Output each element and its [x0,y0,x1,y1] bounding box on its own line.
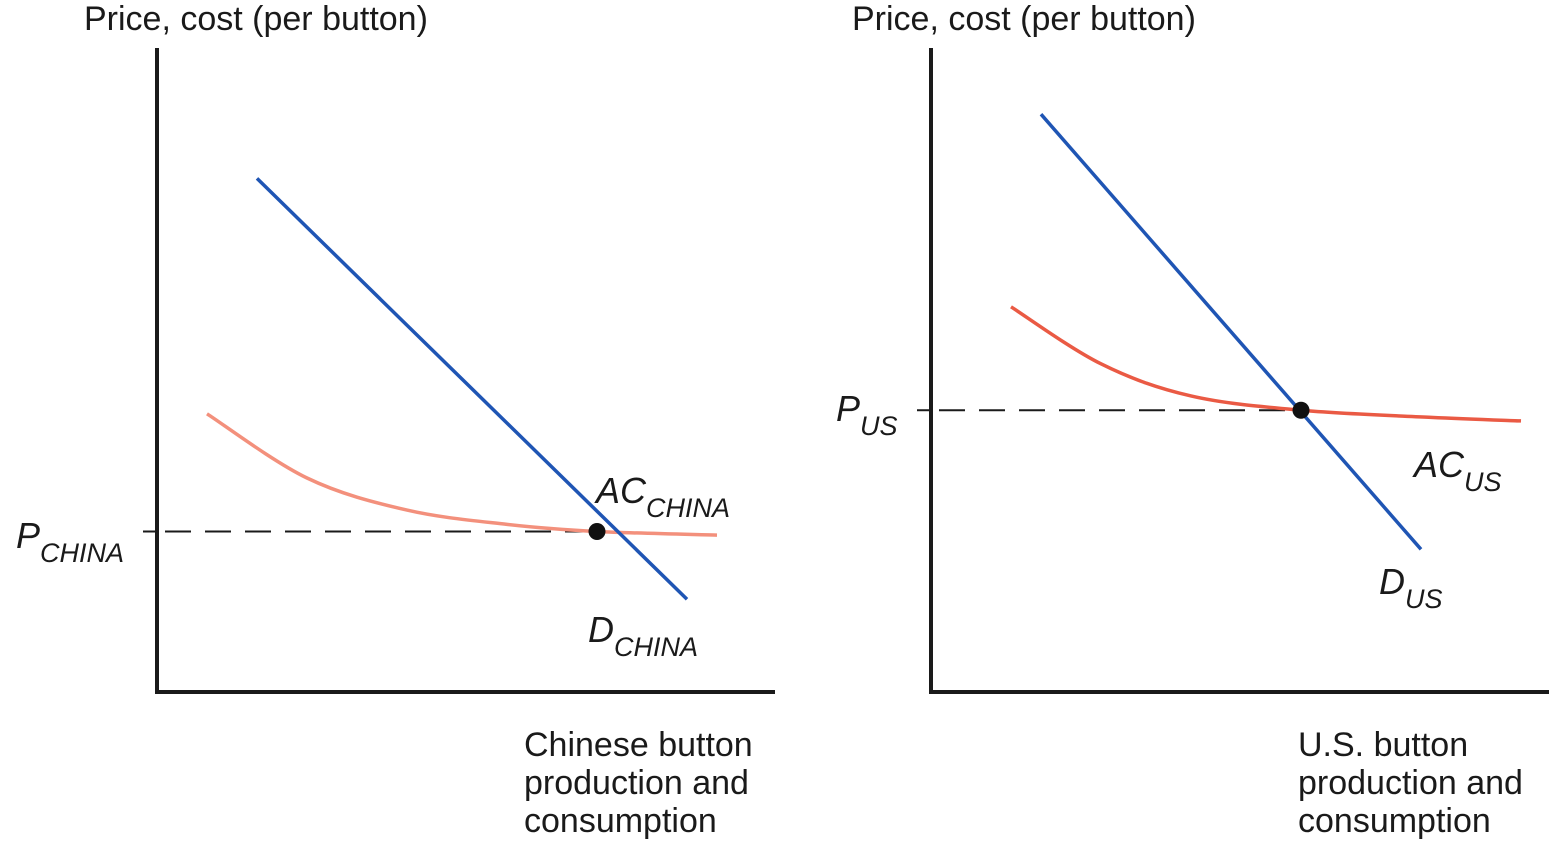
us-y-axis-title: Price, cost (per button) [852,0,1196,38]
us-demand-label: DUS [1379,561,1443,614]
china-x-axis-title-line-2: production and [524,764,749,802]
chart-china: Price, cost (per button) PCHINA ACCHINA … [16,0,775,840]
us-x-axis-title-line-1: U.S. button [1298,726,1468,764]
chart-us: Price, cost (per button) PUS ACUS DUS U.… [836,0,1549,840]
us-x-axis-title-line-2: production and [1298,764,1523,802]
us-price-label: PUS [836,388,898,441]
us-equilibrium-point [1292,401,1310,419]
china-x-axis-title-line-1: Chinese button [524,726,753,764]
us-demand-curve [1039,113,1423,551]
china-price-label: PCHINA [16,515,124,568]
china-average-cost-curve [206,412,718,537]
us-average-cost-curve [1010,305,1522,423]
china-y-axis-title: Price, cost (per button) [84,0,428,38]
us-x-axis-title-line-3: consumption [1298,802,1491,840]
china-ac-label: ACCHINA [594,470,730,523]
china-x-axis-title-line-3: consumption [524,802,717,840]
us-ac-label: ACUS [1412,444,1502,497]
china-demand-label: DCHINA [588,609,698,662]
china-demand-curve [255,177,689,601]
china-equilibrium-point [588,523,606,540]
